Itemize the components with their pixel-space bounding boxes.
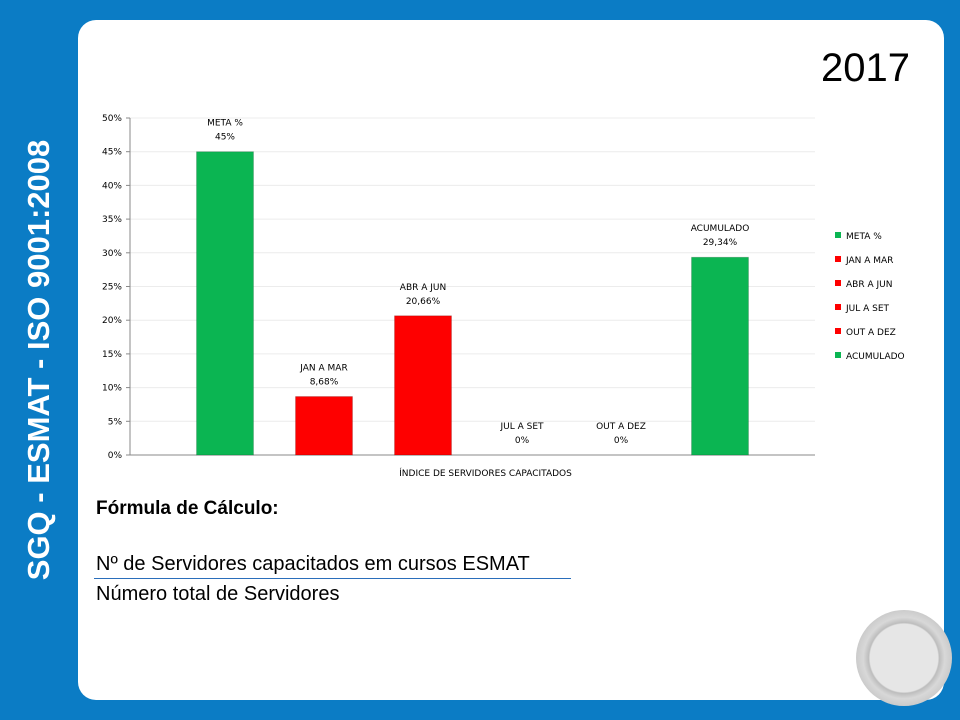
legend-entry: ACUMULADO xyxy=(846,352,905,362)
formula-numerator: Nº de Servidores capacitados em cursos E… xyxy=(96,553,530,575)
legend-entry: OUT A DEZ xyxy=(846,328,896,338)
bar-category-label: ACUMULADO xyxy=(691,224,750,234)
bar-jan-a-mar xyxy=(295,395,353,456)
bar-category-label: JAN A MAR xyxy=(299,363,347,373)
y-tick-label: 10% xyxy=(102,384,122,394)
legend-swatch xyxy=(835,352,841,358)
data-label: 45% xyxy=(215,133,235,143)
y-tick-label: 45% xyxy=(102,148,122,158)
fraction-line xyxy=(94,578,571,579)
legend-entry: JUL A SET xyxy=(845,304,890,314)
legend-swatch xyxy=(835,280,841,286)
legend-swatch xyxy=(835,232,841,238)
legend-entry: JAN A MAR xyxy=(845,256,893,266)
data-label: 29,34% xyxy=(703,238,738,248)
formula-heading: Fórmula de Cálculo: xyxy=(96,498,279,519)
bar-category-label: ABR A JUN xyxy=(400,283,446,293)
data-label: 0% xyxy=(614,436,629,446)
bar-category-label: META % xyxy=(207,119,243,129)
y-tick-label: 15% xyxy=(102,350,122,360)
data-label: 20,66% xyxy=(406,297,441,307)
data-label: 8,68% xyxy=(310,377,339,387)
bar-category-label: OUT A DEZ xyxy=(596,422,646,432)
legend-entry: META % xyxy=(846,232,882,242)
data-label: 0% xyxy=(515,436,530,446)
y-tick-label: 5% xyxy=(108,417,123,427)
legend-entry: ABR A JUN xyxy=(846,280,892,290)
legend-swatch xyxy=(835,256,841,262)
bar-meta- xyxy=(196,151,254,456)
y-tick-label: 50% xyxy=(102,114,122,124)
y-tick-label: 0% xyxy=(108,451,123,461)
y-tick-label: 25% xyxy=(102,283,122,293)
bar-abr-a-jun xyxy=(394,315,452,456)
bar-category-label: JUL A SET xyxy=(499,422,544,432)
legend-swatch xyxy=(835,304,841,310)
year-label: 2017 xyxy=(821,46,910,90)
y-tick-label: 35% xyxy=(102,215,122,225)
bar-acumulado xyxy=(691,256,749,456)
y-tick-label: 40% xyxy=(102,181,122,191)
esmat-seal-logo xyxy=(856,610,952,706)
legend-swatch xyxy=(835,328,841,334)
y-tick-label: 20% xyxy=(102,316,122,326)
x-axis-label: ÍNDICE DE SERVIDORES CAPACITADOS xyxy=(399,467,572,479)
formula-denominator: Número total de Servidores xyxy=(96,583,340,605)
y-tick-label: 30% xyxy=(102,249,122,259)
